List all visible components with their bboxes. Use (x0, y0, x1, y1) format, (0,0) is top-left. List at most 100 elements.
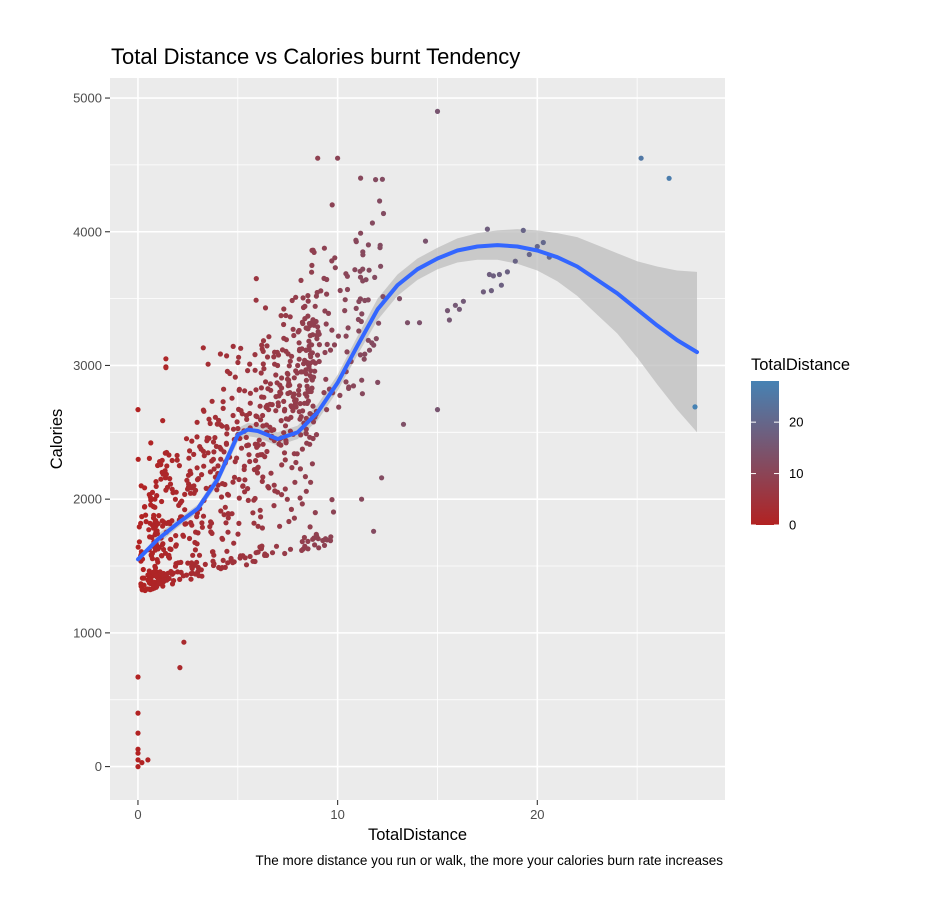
data-point (156, 580, 163, 587)
data-point (379, 475, 385, 481)
data-point (245, 486, 251, 492)
x-tick-label: 0 (134, 807, 141, 822)
data-point (353, 305, 359, 311)
data-point (359, 496, 365, 502)
data-point (172, 496, 178, 502)
data-point (356, 328, 362, 334)
data-point (257, 544, 263, 550)
data-point (302, 474, 308, 480)
data-point (260, 423, 266, 429)
data-point (135, 544, 141, 550)
y-axis-label: Calories (48, 409, 66, 470)
data-point (207, 469, 213, 475)
data-point (209, 458, 215, 464)
data-point (135, 674, 141, 680)
data-point (223, 520, 229, 526)
data-point (149, 534, 155, 541)
data-point (298, 432, 304, 438)
data-point (155, 546, 161, 552)
data-point (490, 273, 496, 279)
data-point (279, 375, 285, 381)
data-point (289, 465, 295, 471)
data-point (360, 252, 366, 258)
data-point (209, 549, 216, 555)
data-point (486, 271, 492, 278)
data-point (135, 764, 141, 770)
data-point (153, 573, 159, 579)
data-point (167, 546, 173, 552)
data-point (303, 325, 309, 331)
data-point (177, 665, 183, 671)
data-point (316, 358, 322, 365)
data-point (251, 497, 257, 503)
data-point (178, 559, 184, 566)
data-point (268, 470, 274, 476)
data-point (292, 479, 298, 485)
data-point (260, 361, 266, 367)
data-point (307, 411, 313, 417)
data-point (260, 441, 266, 447)
data-point (144, 586, 150, 592)
data-point (275, 362, 281, 369)
data-point (244, 416, 250, 422)
data-point (304, 440, 310, 446)
data-point (170, 570, 176, 576)
y-tick-label: 1000 (73, 625, 102, 640)
data-point (209, 398, 215, 404)
data-point (307, 351, 313, 357)
data-point (247, 390, 253, 396)
data-point (344, 273, 350, 279)
data-point (215, 463, 221, 469)
data-point (236, 520, 242, 527)
data-point (180, 533, 187, 539)
data-point (236, 495, 242, 501)
data-point (180, 573, 186, 579)
data-point (303, 371, 309, 377)
data-point (404, 320, 411, 326)
data-point (321, 245, 327, 251)
data-point (310, 403, 316, 409)
data-point (380, 210, 387, 217)
data-point (220, 399, 226, 405)
data-point (247, 553, 253, 560)
data-point (205, 450, 211, 456)
data-point (155, 521, 161, 527)
data-point (167, 476, 173, 482)
data-point (177, 500, 183, 506)
data-point (281, 430, 287, 436)
data-point (362, 351, 368, 357)
data-point (221, 386, 227, 392)
data-point (139, 514, 145, 520)
data-point (231, 474, 238, 480)
data-point (329, 497, 335, 503)
data-point (224, 424, 230, 430)
data-point (322, 308, 328, 314)
data-point (312, 303, 318, 309)
legend-title: TotalDistance (751, 356, 850, 374)
data-point (189, 563, 195, 570)
data-point (242, 388, 248, 394)
data-point (189, 438, 195, 444)
data-point (297, 416, 303, 422)
data-point (224, 431, 230, 437)
data-point (163, 364, 169, 370)
data-point (210, 439, 217, 445)
data-point (277, 382, 283, 388)
data-point (253, 458, 259, 464)
data-point (243, 562, 250, 568)
data-point (192, 571, 198, 577)
data-point (245, 368, 251, 374)
data-point (153, 479, 159, 485)
data-point (216, 417, 222, 423)
data-point (253, 297, 259, 303)
data-point (303, 488, 309, 494)
data-point (218, 456, 224, 462)
data-point (358, 175, 364, 181)
data-point (136, 539, 142, 545)
data-point (306, 338, 312, 344)
data-point (260, 338, 267, 344)
data-point (146, 455, 152, 461)
data-point (167, 521, 173, 527)
data-point (336, 404, 342, 410)
data-point (160, 523, 166, 529)
